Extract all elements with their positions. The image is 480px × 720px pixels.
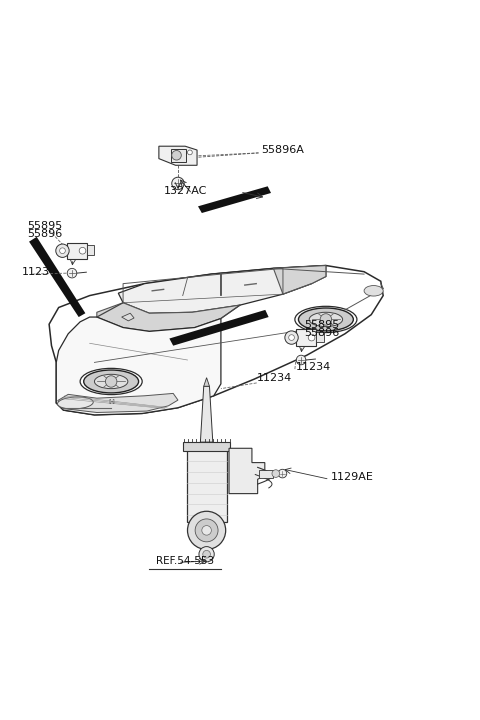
- Polygon shape: [159, 146, 197, 166]
- Circle shape: [320, 314, 332, 325]
- Circle shape: [308, 334, 315, 341]
- Polygon shape: [29, 237, 85, 317]
- Polygon shape: [58, 393, 178, 413]
- Circle shape: [285, 331, 298, 344]
- Text: ℍ: ℍ: [108, 400, 114, 405]
- Text: REF.54-553: REF.54-553: [156, 556, 214, 566]
- Polygon shape: [97, 302, 240, 331]
- Circle shape: [272, 469, 280, 477]
- Circle shape: [195, 519, 218, 542]
- Ellipse shape: [295, 306, 357, 333]
- Circle shape: [288, 335, 294, 341]
- Bar: [187, 444, 227, 522]
- Circle shape: [106, 376, 117, 387]
- Text: 11234: 11234: [257, 374, 292, 384]
- Circle shape: [172, 177, 184, 189]
- Polygon shape: [56, 317, 221, 415]
- Circle shape: [79, 248, 86, 254]
- Ellipse shape: [364, 286, 383, 296]
- Polygon shape: [204, 378, 209, 386]
- Text: 55896A: 55896A: [262, 145, 304, 155]
- Ellipse shape: [58, 397, 93, 409]
- Bar: [87, 246, 95, 255]
- Circle shape: [278, 469, 287, 478]
- Circle shape: [67, 269, 77, 278]
- Polygon shape: [121, 313, 134, 321]
- Ellipse shape: [309, 312, 343, 327]
- Ellipse shape: [95, 374, 128, 389]
- Circle shape: [296, 355, 306, 365]
- Ellipse shape: [299, 308, 353, 331]
- Circle shape: [188, 511, 226, 549]
- Bar: [259, 469, 273, 478]
- Circle shape: [199, 546, 214, 562]
- Polygon shape: [274, 266, 326, 294]
- Text: 55895: 55895: [28, 221, 63, 231]
- Circle shape: [203, 550, 210, 558]
- Polygon shape: [198, 186, 271, 213]
- Text: 1327AC: 1327AC: [164, 186, 207, 197]
- Circle shape: [60, 248, 65, 253]
- Bar: [67, 243, 87, 258]
- Text: 11234: 11234: [22, 267, 57, 277]
- Polygon shape: [229, 449, 265, 494]
- Bar: [296, 330, 316, 346]
- Circle shape: [56, 244, 69, 257]
- Bar: [183, 442, 230, 451]
- Circle shape: [172, 150, 181, 160]
- Circle shape: [202, 526, 211, 535]
- Text: 1129AE: 1129AE: [331, 472, 373, 482]
- Bar: [316, 333, 324, 342]
- Polygon shape: [49, 266, 383, 415]
- Circle shape: [188, 150, 192, 155]
- Polygon shape: [200, 386, 213, 442]
- Text: 55896: 55896: [28, 229, 63, 239]
- Polygon shape: [118, 266, 326, 313]
- Text: 11234: 11234: [296, 361, 332, 372]
- Ellipse shape: [80, 369, 142, 395]
- Ellipse shape: [84, 370, 139, 393]
- Bar: [171, 148, 186, 162]
- Polygon shape: [169, 310, 269, 346]
- Text: 55895: 55895: [304, 320, 340, 330]
- Text: 55896: 55896: [304, 328, 340, 338]
